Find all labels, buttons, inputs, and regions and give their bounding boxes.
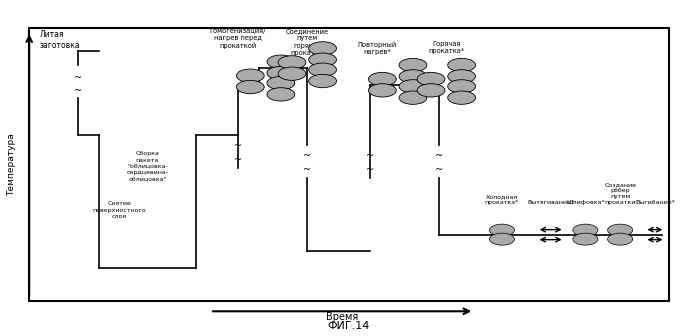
Text: Гомогенизация/
нагрев перед
прокаткой: Гомогенизация/ нагрев перед прокаткой	[209, 28, 266, 49]
Text: ФИГ.14: ФИГ.14	[328, 321, 370, 331]
Text: ~: ~	[436, 165, 443, 175]
Circle shape	[309, 53, 336, 67]
Circle shape	[447, 70, 475, 83]
Text: ~: ~	[366, 151, 374, 161]
Circle shape	[417, 72, 445, 86]
Text: Время: Время	[326, 312, 358, 322]
Circle shape	[447, 91, 475, 104]
Circle shape	[573, 233, 598, 245]
Text: Шлифовка*: Шлифовка*	[566, 200, 604, 205]
Circle shape	[267, 67, 295, 80]
Circle shape	[489, 224, 514, 236]
Circle shape	[267, 55, 295, 68]
Text: ~: ~	[234, 141, 242, 151]
Text: Выгибание*: Выгибание*	[635, 200, 675, 205]
Circle shape	[573, 224, 598, 236]
Text: Сборка
пакета
"облицовка-
сердцевина-
облицовка": Сборка пакета "облицовка- сердцевина- об…	[126, 151, 168, 181]
Text: ~: ~	[74, 86, 82, 96]
Circle shape	[447, 58, 475, 72]
Circle shape	[399, 91, 427, 104]
Circle shape	[267, 88, 295, 101]
Text: Литая
заготовка: Литая заготовка	[40, 30, 80, 50]
Circle shape	[309, 74, 336, 88]
Circle shape	[399, 80, 427, 93]
Circle shape	[608, 224, 632, 236]
Text: ~: ~	[303, 151, 311, 161]
Text: Вытягивание*: Вытягивание*	[527, 200, 574, 205]
Text: ~: ~	[366, 165, 374, 175]
Circle shape	[447, 80, 475, 93]
Circle shape	[399, 58, 427, 72]
Text: ~: ~	[74, 73, 82, 83]
Circle shape	[237, 69, 264, 82]
Circle shape	[369, 72, 396, 86]
Text: Создание
рёбер
путем
прокатки: Создание рёбер путем прокатки	[604, 182, 636, 205]
Circle shape	[489, 233, 514, 245]
Text: Повторный
нагрев*: Повторный нагрев*	[357, 41, 396, 55]
Circle shape	[278, 67, 306, 80]
Text: Снятие
поверхностного
слоя: Снятие поверхностного слоя	[93, 201, 147, 219]
Circle shape	[237, 80, 264, 94]
Circle shape	[309, 63, 336, 76]
Text: Температура: Температура	[7, 133, 16, 196]
Circle shape	[399, 70, 427, 83]
Circle shape	[278, 56, 306, 69]
Circle shape	[417, 84, 445, 97]
Text: ~: ~	[436, 151, 443, 161]
Circle shape	[309, 42, 336, 55]
Text: ~: ~	[303, 165, 311, 175]
Circle shape	[608, 233, 632, 245]
Bar	[29, 28, 669, 301]
Text: Холодная
прокатка*: Холодная прокатка*	[485, 194, 519, 205]
Circle shape	[369, 84, 396, 97]
Text: ~: ~	[234, 155, 242, 165]
Circle shape	[267, 76, 295, 90]
Text: Горячая
прокатка*: Горячая прокатка*	[428, 41, 464, 54]
Text: Соединение
путем
горячей
прокатки: Соединение путем горячей прокатки	[285, 28, 329, 56]
